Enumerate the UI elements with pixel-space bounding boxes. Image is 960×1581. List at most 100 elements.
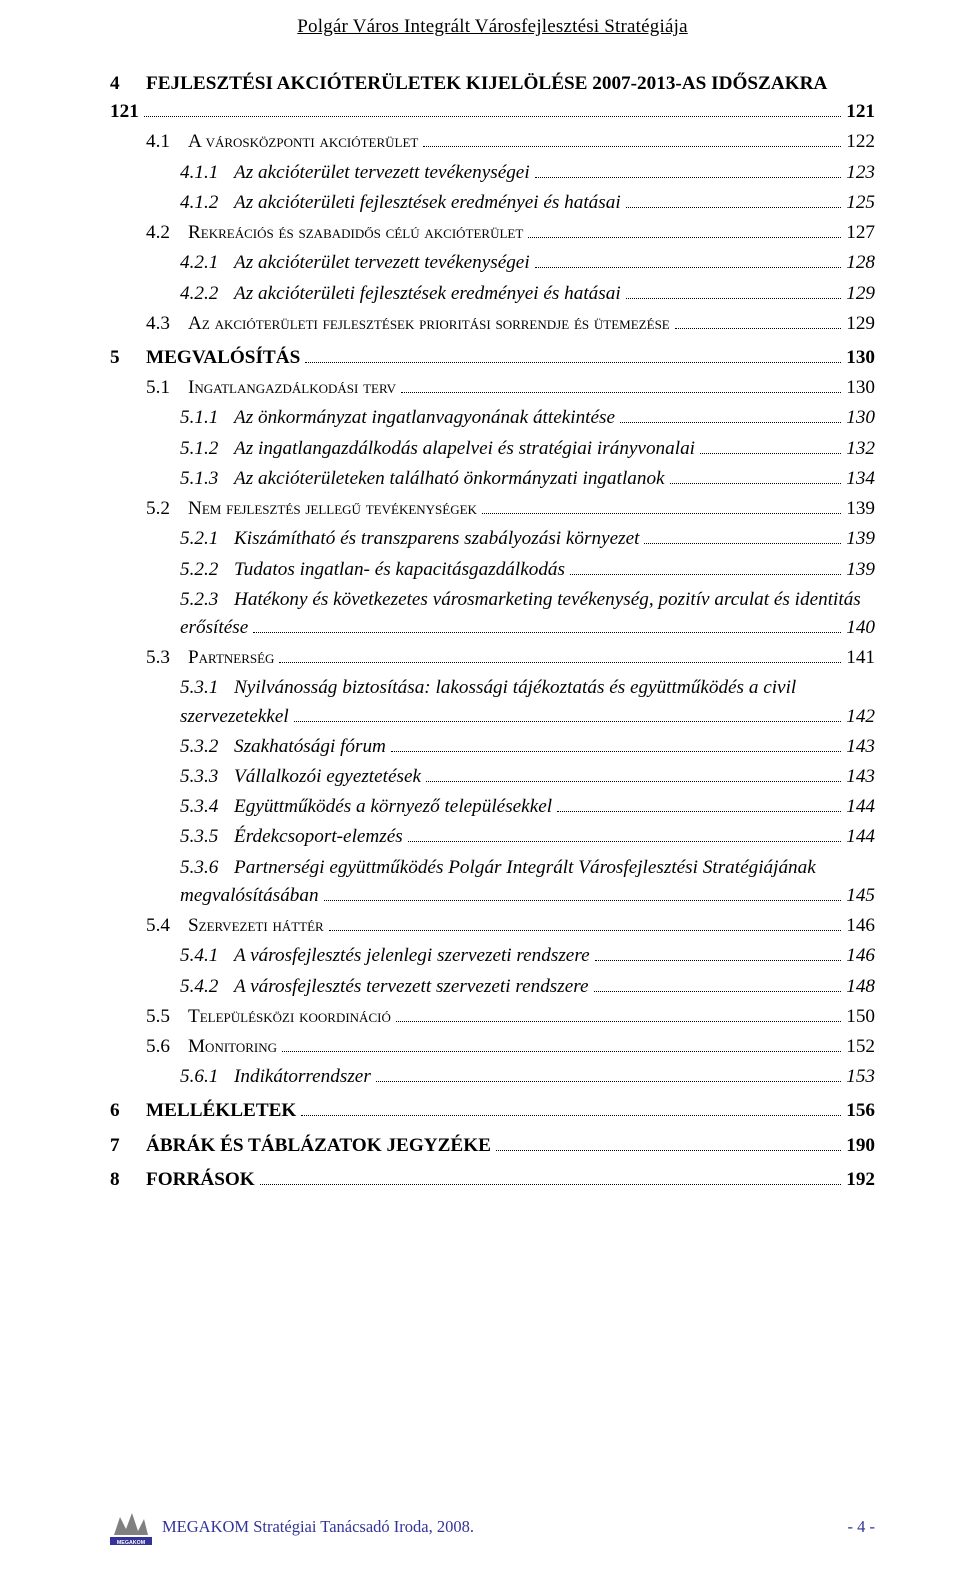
toc-leader-dots <box>294 721 842 722</box>
toc-leader-dots <box>535 267 842 268</box>
toc-entry-number: 5.6.1 <box>180 1063 234 1091</box>
toc-entry-pagenum: 130 <box>846 344 875 372</box>
footer-org-text: MEGAKOM Stratégiai Tanácsadó Iroda, 2008… <box>162 1517 474 1537</box>
toc-entry-pagenum: 127 <box>846 219 875 247</box>
toc-entry-number: 5.3.6 <box>180 854 234 882</box>
toc-entry-label: Tudatos ingatlan- és kapacitásgazdálkodá… <box>234 556 565 584</box>
toc-entry: 4.2.2Az akcióterületi fejlesztések eredm… <box>180 280 875 308</box>
toc-entry-pagenum: 129 <box>846 280 875 308</box>
toc-entry-label: A városközponti akcióterület <box>188 128 418 156</box>
toc-entry-pagenum: 134 <box>846 465 875 493</box>
toc-entry-label: Nem fejlesztés jellegű tevékenységek <box>188 495 477 523</box>
table-of-contents: 4FEJLESZTÉSI AKCIÓTERÜLETEK KIJELÖLÉSE 2… <box>110 70 875 1194</box>
toc-entry-label: Az ingatlangazdálkodás alapelvei és stra… <box>234 435 695 463</box>
toc-entry-pagenum: 129 <box>846 310 875 338</box>
toc-entry-number: 5.1.2 <box>180 435 234 463</box>
toc-entry: 5.2.3Hatékony és következetes városmarke… <box>180 586 875 642</box>
toc-entry-number: 4.2.1 <box>180 249 234 277</box>
toc-entry-label: Monitoring <box>188 1033 277 1061</box>
toc-entry: 5.3.4Együttműködés a környező települése… <box>180 793 875 821</box>
toc-leader-dots <box>626 207 842 208</box>
toc-entry-second-line: erősítése 140 <box>180 614 875 642</box>
toc-leader-dots <box>594 991 842 992</box>
toc-entry-number: 4.1.1 <box>180 159 234 187</box>
toc-entry-pagenum: 141 <box>846 644 875 672</box>
toc-entry-number: 5.3.4 <box>180 793 234 821</box>
toc-leader-dots <box>408 841 841 842</box>
toc-entry-label: FORRÁSOK <box>146 1166 255 1194</box>
toc-entry-number: 5.3.2 <box>180 733 234 761</box>
toc-leader-dots <box>496 1150 841 1151</box>
toc-entry-continuation: szervezetekkel <box>180 703 289 731</box>
toc-entry-number: 5.4.1 <box>180 942 234 970</box>
toc-entry-pagenum: 132 <box>846 435 875 463</box>
toc-entry-pagenum: 123 <box>846 159 875 187</box>
toc-entry: 5.3.2Szakhatósági fórum 143 <box>180 733 875 761</box>
toc-entry-label: Az akcióterület tervezett tevékenységei <box>234 249 530 277</box>
toc-entry-label: Az akcióterületeken található önkormányz… <box>234 465 665 493</box>
toc-leader-dots <box>670 483 842 484</box>
toc-entry-number: 5.2.1 <box>180 525 234 553</box>
toc-leader-dots <box>260 1184 841 1185</box>
toc-entry-label: Az önkormányzat ingatlanvagyonának áttek… <box>234 404 615 432</box>
toc-entry-pagenum: 144 <box>846 823 875 851</box>
toc-leader-dots <box>626 298 842 299</box>
toc-entry-number: 4.3 <box>146 310 188 338</box>
toc-entry-number: 4.2 <box>146 219 188 247</box>
toc-entry-pagenum: 146 <box>846 942 875 970</box>
toc-entry-number: 8 <box>110 1166 146 1194</box>
toc-entry-number: 5.4.2 <box>180 973 234 1001</box>
toc-entry-pagenum: 130 <box>846 374 875 402</box>
toc-leader-dots <box>423 146 841 147</box>
toc-entry-label: Ingatlangazdálkodási terv <box>188 374 396 402</box>
toc-entry-pagenum: 152 <box>846 1033 875 1061</box>
toc-entry-first-line: 4FEJLESZTÉSI AKCIÓTERÜLETEK KIJELÖLÉSE 2… <box>110 70 875 98</box>
toc-entry-pagenum: 143 <box>846 763 875 791</box>
toc-entry: 7ÁBRÁK ÉS TÁBLÁZATOK JEGYZÉKE190 <box>110 1132 875 1160</box>
toc-entry-pagenum: 122 <box>846 128 875 156</box>
toc-entry-number: 5.2.2 <box>180 556 234 584</box>
toc-entry-number: 5 <box>110 344 146 372</box>
toc-entry-number: 7 <box>110 1132 146 1160</box>
toc-leader-dots <box>528 237 841 238</box>
toc-entry: 4.2Rekreációs és szabadidős célú akcióte… <box>146 219 875 247</box>
toc-entry-pagenum: 121 <box>846 98 875 126</box>
toc-entry-label: MEGVALÓSÍTÁS <box>146 344 300 372</box>
toc-entry-pagenum: 156 <box>846 1097 875 1125</box>
toc-entry-second-line: szervezetekkel142 <box>180 703 875 731</box>
toc-entry-label: Együttműködés a környező településekkel <box>234 793 552 821</box>
toc-entry-number: 5.3.1 <box>180 674 234 702</box>
toc-entry-first-line: 5.2.3Hatékony és következetes városmarke… <box>180 586 875 614</box>
toc-leader-dots <box>279 662 841 663</box>
toc-entry-number: 6 <box>110 1097 146 1125</box>
toc-leader-dots <box>329 930 841 931</box>
toc-entry-number: 4.2.2 <box>180 280 234 308</box>
toc-leader-dots <box>401 392 841 393</box>
toc-entry-label: Szakhatósági fórum <box>234 733 386 761</box>
toc-entry-pagenum: 143 <box>846 733 875 761</box>
toc-entry-number: 5.1 <box>146 374 188 402</box>
toc-entry-number: 5.1.1 <box>180 404 234 432</box>
toc-entry: 5MEGVALÓSÍTÁS 130 <box>110 344 875 372</box>
toc-entry: 5.5Településközi koordináció150 <box>146 1003 875 1031</box>
toc-leader-dots <box>557 811 841 812</box>
toc-entry: 4.3Az akcióterületi fejlesztések priorit… <box>146 310 875 338</box>
toc-entry-pagenum: 125 <box>846 189 875 217</box>
toc-entry-label: Az akcióterületi fejlesztések eredményei… <box>234 280 621 308</box>
toc-entry-continuation: megvalósításában <box>180 882 319 910</box>
toc-entry-pagenum: 148 <box>846 973 875 1001</box>
toc-entry: 5.3.1Nyilvánosság biztosítása: lakossági… <box>180 674 875 730</box>
toc-leader-dots <box>144 116 841 117</box>
toc-entry-pagenum: 140 <box>846 614 875 642</box>
toc-entry-number: 5.3 <box>146 644 188 672</box>
toc-entry: 5.4.2A városfejlesztés tervezett szervez… <box>180 973 875 1001</box>
toc-entry: 5.2Nem fejlesztés jellegű tevékenységek1… <box>146 495 875 523</box>
toc-entry-continuation: erősítése <box>180 614 248 642</box>
toc-entry: 5.3Partnerség141 <box>146 644 875 672</box>
toc-leader-dots <box>595 960 842 961</box>
toc-entry-number: 4 <box>110 70 146 98</box>
toc-leader-dots <box>644 543 841 544</box>
toc-entry-number: 5.3.5 <box>180 823 234 851</box>
toc-entry: 4.1.1Az akcióterület tervezett tevékenys… <box>180 159 875 187</box>
toc-entry-pagenum: 128 <box>846 249 875 277</box>
